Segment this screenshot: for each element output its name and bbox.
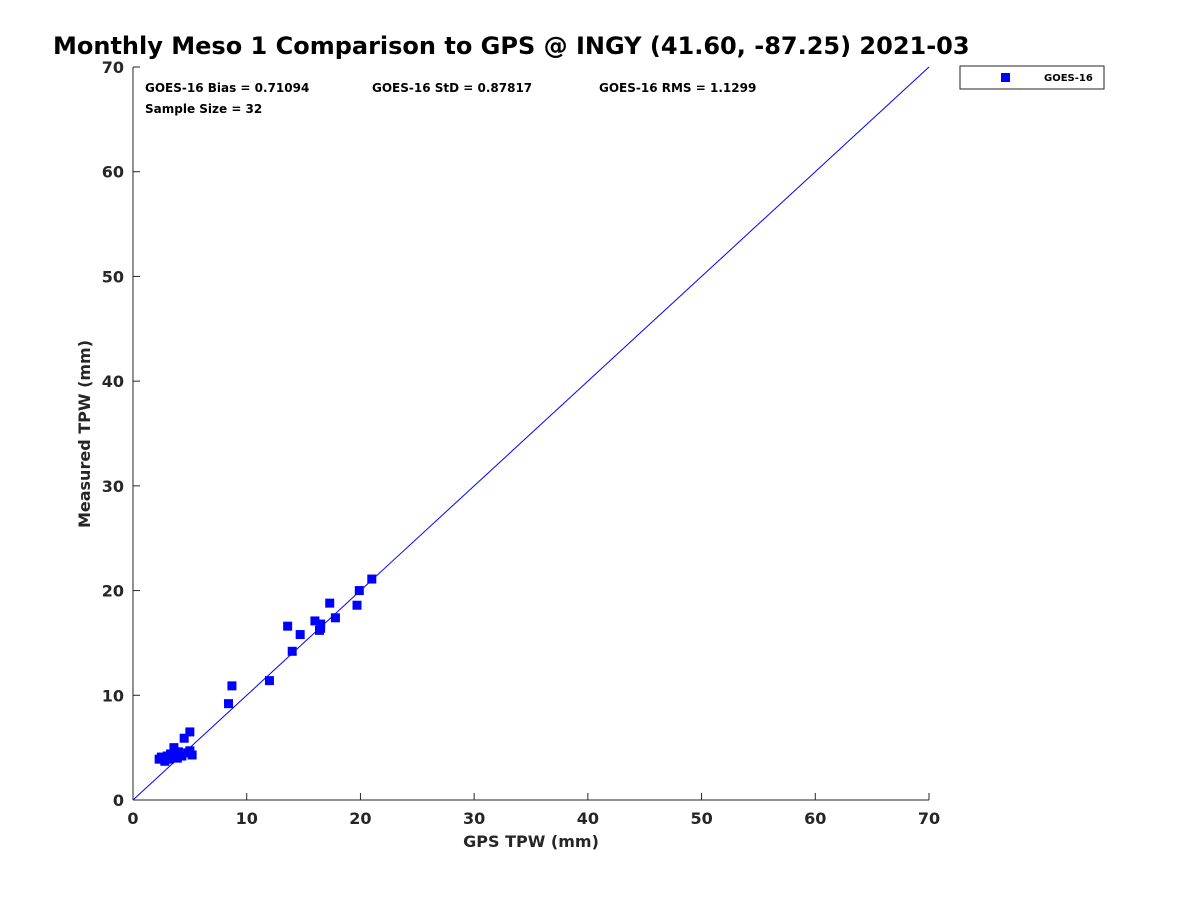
legend-box bbox=[959, 65, 1105, 90]
data-point bbox=[169, 743, 179, 753]
data-point bbox=[177, 751, 187, 761]
y-axis-ticks: 0 10 20 30 40 50 60 70 bbox=[102, 58, 140, 810]
data-point bbox=[316, 623, 326, 633]
x-tick-label: 20 bbox=[349, 809, 371, 828]
y-tick-label: 0 bbox=[113, 791, 124, 810]
data-point bbox=[354, 586, 364, 596]
legend-label: GOES-16 bbox=[1044, 73, 1093, 84]
y-tick-label: 50 bbox=[102, 267, 124, 286]
bias-annotation: GOES-16 Bias = 0.71094 bbox=[145, 81, 309, 95]
sample-size-annotation: Sample Size = 32 bbox=[145, 102, 262, 116]
data-point bbox=[287, 646, 297, 656]
one-to-one-reference-line bbox=[132, 66, 930, 801]
y-axis-label: Measured TPW (mm) bbox=[75, 340, 94, 528]
rms-annotation: GOES-16 RMS = 1.1299 bbox=[599, 81, 756, 95]
chart-title: Monthly Meso 1 Comparison to GPS @ INGY … bbox=[53, 32, 970, 60]
data-point bbox=[227, 681, 237, 691]
data-point bbox=[187, 750, 197, 760]
plot-area: 0 10 20 30 40 50 60 70 0 10 20 30 40 50 60 70 bbox=[102, 58, 940, 828]
data-point bbox=[367, 574, 377, 584]
data-point bbox=[185, 727, 195, 737]
data-point bbox=[325, 598, 335, 608]
y-tick-label: 10 bbox=[102, 686, 124, 705]
data-point bbox=[295, 630, 305, 640]
x-tick-label: 10 bbox=[236, 809, 258, 828]
y-tick-label: 70 bbox=[102, 58, 124, 77]
y-tick-label: 40 bbox=[102, 372, 124, 391]
y-tick-label: 30 bbox=[102, 477, 124, 496]
x-tick-label: 30 bbox=[463, 809, 485, 828]
x-axis-ticks: 0 10 20 30 40 50 60 70 bbox=[127, 793, 940, 828]
data-point bbox=[183, 748, 193, 758]
data-point bbox=[352, 600, 362, 610]
x-axis-label: GPS TPW (mm) bbox=[463, 832, 599, 851]
x-tick-label: 0 bbox=[127, 809, 138, 828]
x-tick-label: 70 bbox=[918, 809, 940, 828]
data-point bbox=[172, 753, 182, 763]
legend: GOES-16 bbox=[959, 65, 1105, 90]
std-annotation: GOES-16 StD = 0.87817 bbox=[372, 81, 532, 95]
x-tick-label: 50 bbox=[690, 809, 712, 828]
data-point bbox=[179, 733, 189, 743]
data-point bbox=[224, 699, 234, 709]
y-tick-label: 20 bbox=[102, 582, 124, 601]
legend-marker bbox=[1001, 73, 1010, 82]
data-point bbox=[264, 676, 274, 686]
x-tick-label: 60 bbox=[804, 809, 826, 828]
x-tick-label: 40 bbox=[577, 809, 599, 828]
data-point bbox=[283, 621, 293, 631]
data-point bbox=[160, 756, 170, 766]
data-point bbox=[310, 616, 320, 626]
data-point bbox=[330, 613, 340, 623]
y-tick-label: 60 bbox=[102, 163, 124, 182]
data-points bbox=[154, 574, 377, 766]
